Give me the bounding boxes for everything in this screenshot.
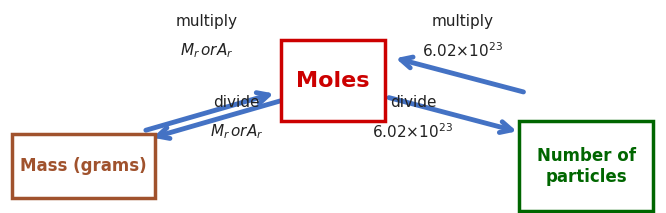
Text: Number of
particles: Number of particles <box>537 147 635 186</box>
Text: multiply: multiply <box>175 14 238 29</box>
Text: divide: divide <box>390 95 436 110</box>
FancyArrowPatch shape <box>146 93 268 130</box>
FancyBboxPatch shape <box>519 121 653 211</box>
FancyArrowPatch shape <box>401 57 523 92</box>
Text: $6.02{\times}10^{23}$: $6.02{\times}10^{23}$ <box>422 42 503 60</box>
Text: Moles: Moles <box>296 71 370 91</box>
Text: $6.02{\times}10^{23}$: $6.02{\times}10^{23}$ <box>372 123 454 141</box>
Text: $M_r\,or A_r$: $M_r\,or A_r$ <box>210 123 263 141</box>
Text: divide: divide <box>213 95 260 110</box>
FancyBboxPatch shape <box>281 40 385 121</box>
FancyArrowPatch shape <box>158 101 280 138</box>
Text: $M_r\,or A_r$: $M_r\,or A_r$ <box>180 42 233 60</box>
Text: multiply: multiply <box>432 14 494 29</box>
FancyBboxPatch shape <box>12 134 155 198</box>
Text: Mass (grams): Mass (grams) <box>20 157 147 175</box>
FancyArrowPatch shape <box>389 98 511 132</box>
